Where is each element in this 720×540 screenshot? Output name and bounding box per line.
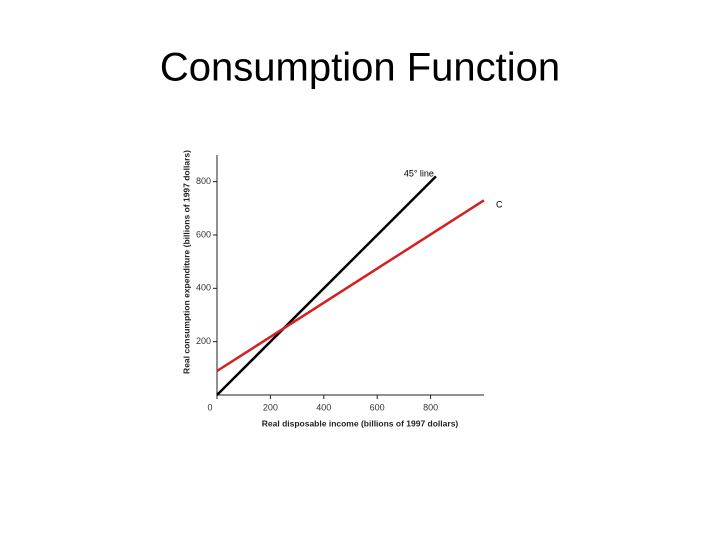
y-tick-label: 400 <box>196 283 211 293</box>
x-tick-label: 0 <box>207 402 212 412</box>
x-tick-label: 800 <box>423 402 438 412</box>
x-tick-label: 600 <box>370 402 385 412</box>
series-label: 45° line <box>404 169 434 179</box>
series-line <box>216 175 437 396</box>
x-axis-title: Real disposable income (billions of 1997… <box>262 418 459 428</box>
series-line <box>216 199 485 373</box>
series-label: C <box>496 200 503 210</box>
y-axis-title: Real consumption expenditure (billions o… <box>181 150 191 374</box>
x-tick-label: 200 <box>263 402 278 412</box>
y-tick-label: 800 <box>196 176 211 186</box>
y-tick-label: 600 <box>196 229 211 239</box>
x-tick-label: 400 <box>316 402 331 412</box>
slide-title: Consumption Function <box>160 46 560 90</box>
y-tick-label: 200 <box>196 336 211 346</box>
